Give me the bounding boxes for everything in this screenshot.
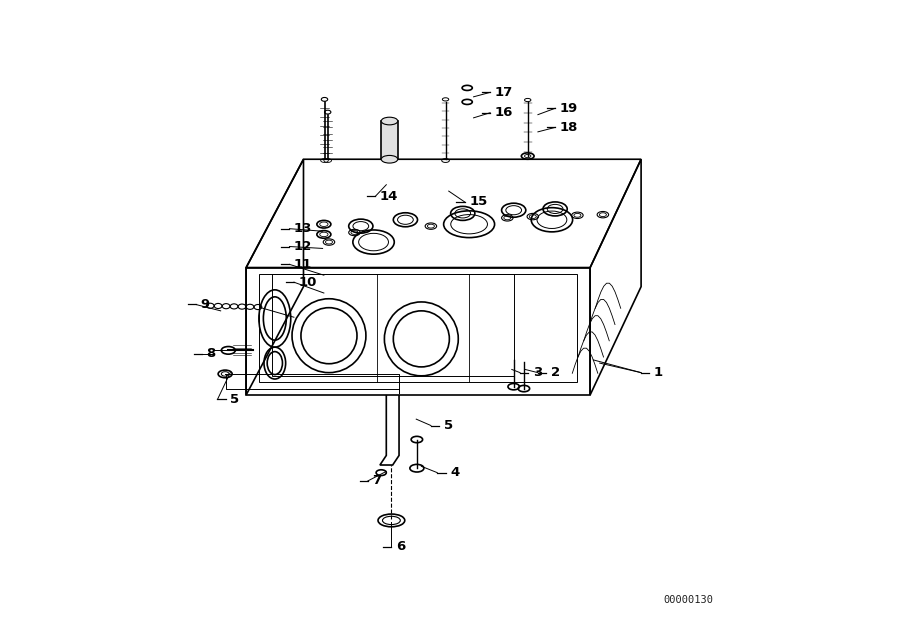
Text: 00000130: 00000130 (664, 595, 714, 605)
Text: 4: 4 (450, 466, 459, 479)
Text: 6: 6 (396, 540, 405, 553)
Text: 11: 11 (294, 258, 312, 271)
Text: 5: 5 (230, 393, 239, 406)
Text: 13: 13 (294, 222, 312, 235)
Text: 7: 7 (373, 475, 382, 487)
Text: 2: 2 (551, 366, 560, 379)
Text: 9: 9 (201, 298, 210, 311)
Ellipse shape (382, 155, 398, 163)
FancyBboxPatch shape (382, 121, 398, 159)
Ellipse shape (382, 117, 398, 125)
Text: 19: 19 (560, 102, 578, 115)
Text: 8: 8 (207, 347, 216, 360)
Text: 16: 16 (495, 106, 513, 119)
Text: 12: 12 (294, 240, 312, 253)
Text: 14: 14 (380, 190, 399, 203)
Text: 18: 18 (560, 121, 578, 134)
Text: 10: 10 (299, 276, 317, 289)
Text: 17: 17 (495, 86, 513, 99)
Text: 15: 15 (469, 196, 488, 208)
Text: 1: 1 (653, 366, 663, 379)
Text: 5: 5 (444, 419, 453, 432)
Text: 3: 3 (533, 366, 542, 379)
